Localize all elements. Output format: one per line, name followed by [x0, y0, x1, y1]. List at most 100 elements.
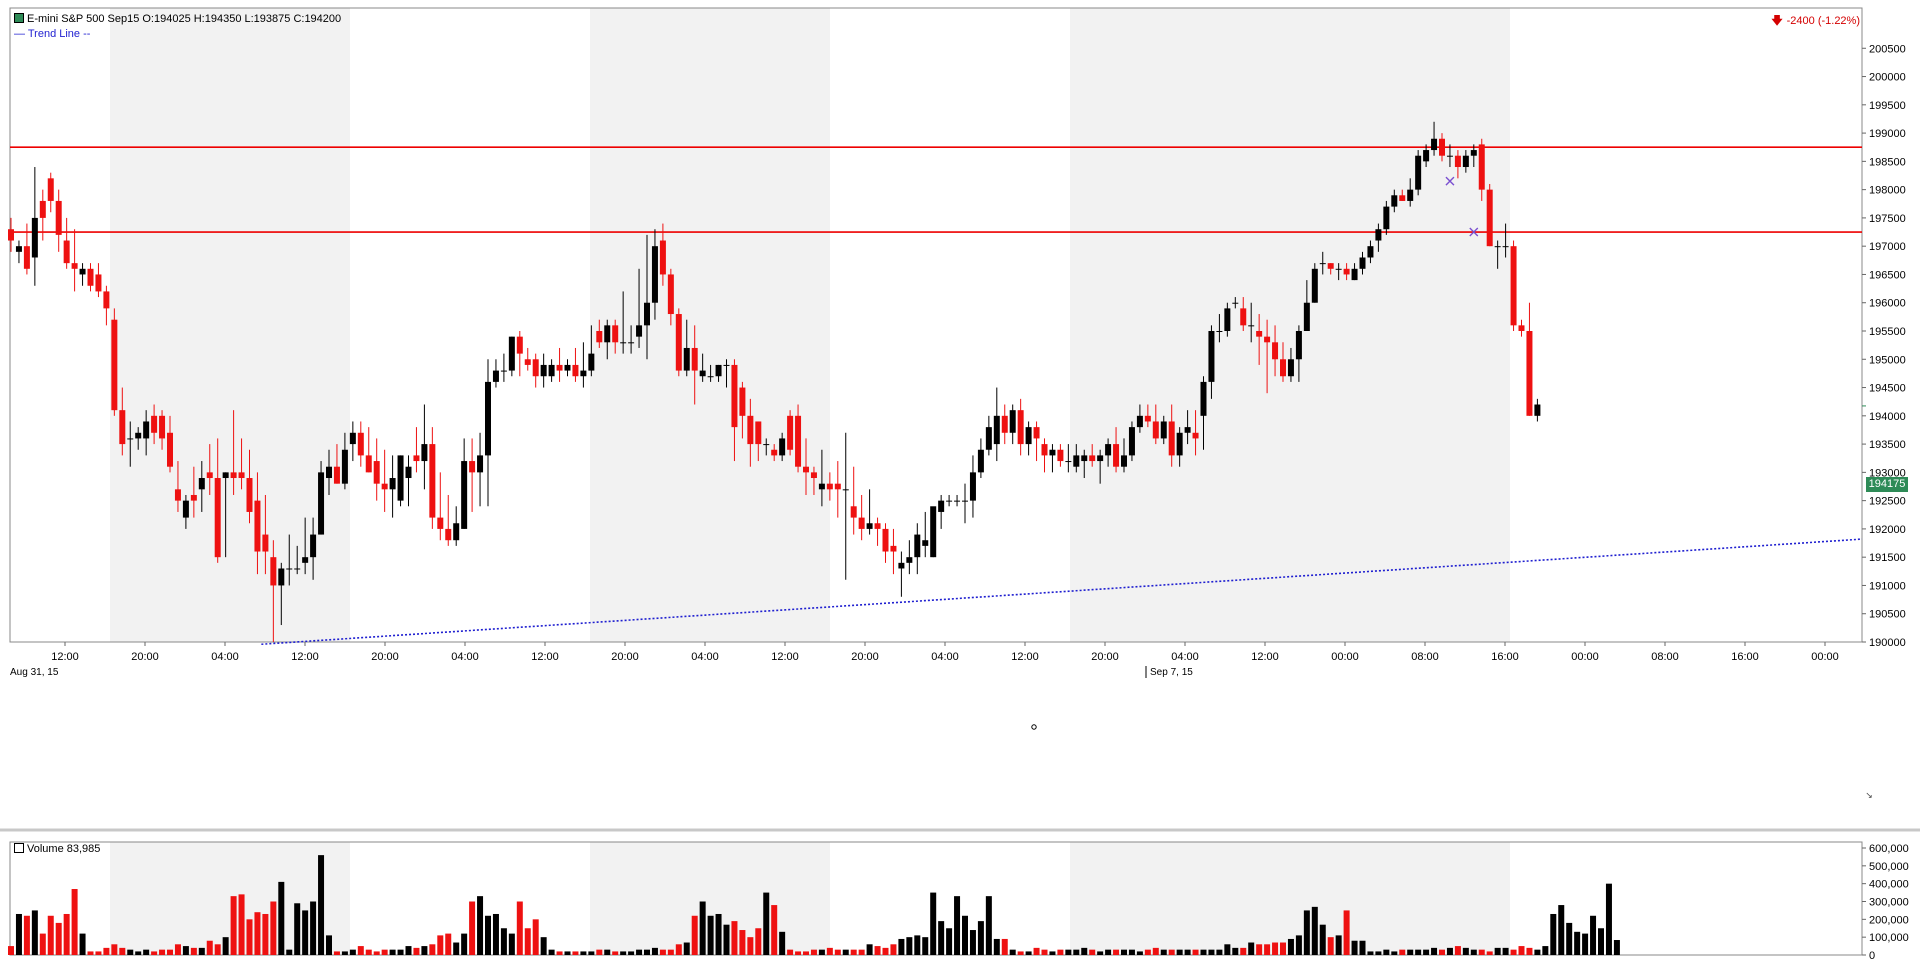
volume-bar — [533, 919, 539, 955]
candle-body — [95, 274, 101, 291]
candle-body — [517, 337, 523, 354]
volume-bar — [437, 935, 443, 955]
candle-body — [1447, 156, 1453, 157]
volume-bar — [1479, 950, 1485, 955]
candle-body — [660, 241, 666, 275]
volume-bar — [851, 950, 857, 955]
candle-body — [501, 371, 507, 372]
volume-bar — [557, 951, 563, 955]
candle-body — [286, 568, 292, 569]
candle-body — [445, 529, 451, 540]
volume-bar — [1447, 948, 1453, 955]
volume-bar — [358, 946, 364, 955]
candle-body — [620, 342, 626, 343]
volume-bar — [827, 948, 833, 955]
candle-body — [811, 472, 817, 478]
y-tick-label: 194500 — [1869, 383, 1906, 395]
candle-body — [1042, 444, 1048, 455]
volume-bar — [517, 902, 523, 956]
volume-bar — [1121, 950, 1127, 955]
volume-bar — [167, 950, 173, 955]
y-tick-label: 198000 — [1869, 185, 1906, 197]
y-tick-label: 196000 — [1869, 298, 1906, 310]
volume-bar — [1550, 914, 1556, 955]
volume-bar — [668, 950, 674, 955]
x-tick-label: 04:00 — [931, 651, 959, 663]
resize-corner-icon[interactable]: ↘ — [1864, 790, 1874, 800]
volume-bar — [692, 916, 698, 955]
candle-body — [223, 472, 229, 478]
y-tick-label: 190500 — [1869, 609, 1906, 621]
volume-bar — [199, 948, 205, 955]
candle-body — [32, 218, 38, 258]
candle-body — [946, 501, 952, 502]
candle-body — [1081, 455, 1087, 461]
volume-bar — [1224, 944, 1230, 955]
candle-body — [1511, 246, 1517, 325]
candle-body — [1455, 156, 1461, 167]
volume-bar — [1201, 950, 1207, 955]
candle-body — [437, 518, 443, 529]
x-tick-label: 12:00 — [1011, 651, 1039, 663]
candle-body — [1296, 331, 1302, 359]
candle-body — [342, 450, 348, 484]
volume-bar — [103, 948, 109, 955]
volume-bar — [1216, 950, 1222, 955]
volume-bar — [461, 934, 467, 955]
candle-body — [318, 472, 324, 534]
candle-body — [1336, 269, 1342, 270]
volume-y-tick-label: 0 — [1869, 950, 1875, 962]
volume-bar — [1415, 950, 1421, 955]
volume-bar — [954, 896, 960, 955]
candle-body — [898, 563, 904, 569]
candle-body — [421, 444, 427, 461]
volume-bar — [1606, 884, 1612, 955]
volume-bar — [1034, 948, 1040, 955]
candle-body — [1137, 416, 1143, 427]
candle-body — [1232, 303, 1238, 304]
volume-bar — [1169, 950, 1175, 955]
volume-bar — [302, 910, 308, 955]
volume-bar — [747, 937, 753, 955]
candle-body — [795, 416, 801, 467]
candle-body — [48, 178, 54, 201]
volume-bar — [350, 950, 356, 955]
volume-bar — [986, 896, 992, 955]
candle-body — [262, 535, 268, 552]
y-tick-label: 192500 — [1869, 496, 1906, 508]
candle-body — [652, 246, 658, 303]
candle-body — [1519, 325, 1525, 331]
candle-body — [1320, 263, 1326, 264]
volume-bar — [1256, 944, 1262, 955]
x-tick-label: 04:00 — [211, 651, 239, 663]
y-tick-label: 197000 — [1869, 241, 1906, 253]
volume-bar — [1598, 928, 1604, 955]
candle-body — [525, 359, 531, 365]
candle-body — [8, 229, 14, 240]
candle-body — [1328, 263, 1334, 269]
volume-bar — [1026, 951, 1032, 955]
candle-body — [302, 557, 308, 563]
volume-bar — [509, 934, 515, 955]
volume-bar — [739, 930, 745, 955]
volume-bar — [1193, 950, 1199, 955]
volume-bar — [676, 944, 682, 955]
candle-body — [668, 274, 674, 314]
volume-bar — [215, 944, 221, 955]
candle-body — [1495, 246, 1501, 247]
volume-bar — [48, 916, 54, 955]
candle-body — [1208, 331, 1214, 382]
volume-bar — [1487, 951, 1493, 955]
candle-body — [541, 365, 547, 376]
volume-bar — [175, 944, 181, 955]
candle-body — [700, 371, 706, 377]
volume-bar — [755, 928, 761, 955]
volume-bar — [946, 928, 952, 955]
volume-bar — [413, 948, 419, 955]
volume-bar — [1423, 950, 1429, 955]
volume-bar — [342, 951, 348, 955]
volume-bar — [1511, 950, 1517, 955]
candle-body — [883, 529, 889, 552]
